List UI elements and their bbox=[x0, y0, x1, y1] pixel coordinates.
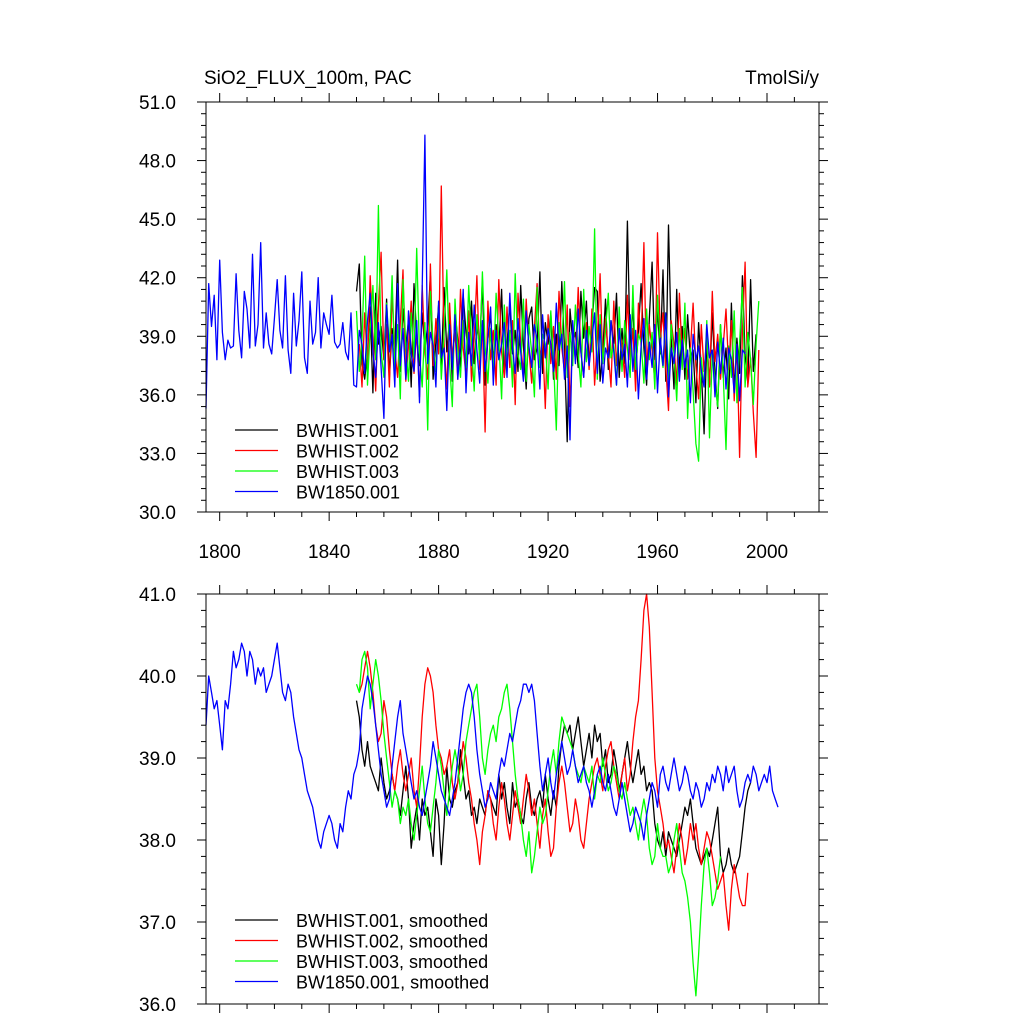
x-tick-label: 2000 bbox=[746, 542, 788, 563]
x-tick-label: 1960 bbox=[636, 542, 678, 563]
legend-label: BWHIST.003 bbox=[296, 462, 399, 482]
legend-label: BWHIST.003, smoothed bbox=[296, 952, 488, 972]
legend-label: BWHIST.001 bbox=[296, 421, 399, 441]
y-tick-label: 51.0 bbox=[139, 93, 176, 114]
y-tick-label: 48.0 bbox=[139, 152, 176, 173]
top-chart-units: TmolSi/y bbox=[745, 68, 819, 89]
series-line-3 bbox=[355, 650, 722, 997]
legend-label: BWHIST.001, smoothed bbox=[296, 911, 488, 931]
bottom-chart: 36.0 37.0 38.0 39.0 40.0 41.0 BWHIST.001, smo… bbox=[139, 585, 828, 1016]
x-tick-label: 1920 bbox=[527, 542, 569, 563]
legend-label: BWHIST.002, smoothed bbox=[296, 932, 488, 952]
series-line-1 bbox=[355, 700, 752, 874]
legend-label: BW1850.001, smoothed bbox=[296, 973, 489, 993]
y-tick-label: 38.0 bbox=[139, 831, 176, 852]
y-tick-label: 39.0 bbox=[139, 327, 176, 348]
y-tick-label: 36.0 bbox=[139, 386, 176, 407]
y-tick-label: 37.0 bbox=[139, 913, 176, 934]
y-tick-label: 41.0 bbox=[139, 585, 176, 606]
y-tick-label: 33.0 bbox=[139, 444, 176, 465]
y-tick-label: 39.0 bbox=[139, 749, 176, 770]
y-tick-label: 42.0 bbox=[139, 269, 176, 290]
legend-label: BWHIST.002 bbox=[296, 442, 399, 462]
x-tick-label: 1840 bbox=[308, 542, 350, 563]
series-line-1 bbox=[355, 220, 757, 443]
x-tick-label: 1880 bbox=[417, 542, 459, 563]
series-line-2 bbox=[358, 593, 749, 931]
y-tick-label: 40.0 bbox=[139, 667, 176, 688]
y-tick-label: 36.0 bbox=[139, 995, 176, 1016]
bottom-chart-frame bbox=[205, 593, 820, 1005]
top-chart-frame bbox=[205, 101, 820, 513]
series-line-4 bbox=[205, 134, 746, 441]
top-chart-title: SiO2_FLUX_100m, PAC bbox=[204, 68, 412, 89]
x-tick-label: 1800 bbox=[199, 542, 241, 563]
legend-label: BW1850.001 bbox=[296, 483, 400, 503]
top-chart: SiO2_FLUX_100m, PAC TmolSi/y 1800 1840 188… bbox=[139, 68, 828, 563]
y-tick-label: 45.0 bbox=[139, 210, 176, 231]
series-line-4 bbox=[205, 642, 779, 849]
y-tick-label: 30.0 bbox=[139, 503, 176, 524]
